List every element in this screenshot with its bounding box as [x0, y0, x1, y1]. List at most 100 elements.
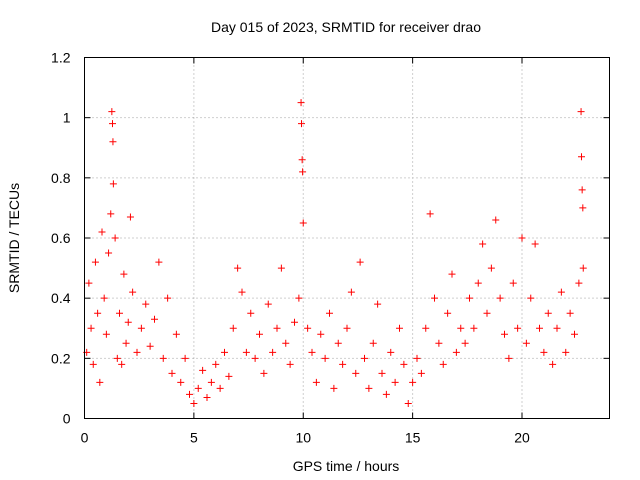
data-point [159, 354, 167, 362]
y-tick-label: 0.8 [51, 170, 71, 186]
data-point [579, 204, 587, 212]
data-point [531, 240, 539, 248]
data-point [514, 324, 522, 332]
data-point [91, 258, 99, 266]
data-point [107, 210, 115, 218]
data-point [326, 309, 333, 317]
data-point [251, 354, 259, 362]
grid-layer [84, 57, 610, 419]
data-point [308, 348, 316, 356]
data-point [317, 330, 325, 338]
data-point [378, 369, 386, 377]
data-point [444, 309, 452, 317]
data-point [164, 294, 172, 302]
x-tick-label: 5 [190, 430, 198, 446]
data-point [89, 360, 97, 368]
data-point [374, 300, 382, 308]
data-point [286, 360, 294, 368]
data-point [212, 360, 220, 368]
data-point [396, 324, 403, 332]
data-point [291, 318, 298, 326]
y-tick-label: 0.2 [51, 350, 71, 366]
data-point [109, 120, 116, 128]
data-point [566, 309, 574, 317]
data-point [578, 186, 586, 194]
data-point [505, 354, 513, 362]
data-point [234, 264, 242, 272]
data-point [527, 294, 535, 302]
data-point [352, 369, 360, 377]
data-point [260, 369, 268, 377]
data-point [452, 348, 460, 356]
data-point [229, 324, 237, 332]
data-point [129, 288, 137, 296]
data-point [225, 372, 233, 380]
data-point [238, 288, 246, 296]
data-point [98, 228, 106, 236]
data-point [282, 339, 290, 347]
data-point [549, 360, 557, 368]
data-point [321, 354, 329, 362]
data-point [108, 108, 116, 116]
y-tick-label: 1 [63, 110, 71, 126]
data-point [168, 369, 176, 377]
data-point [343, 324, 351, 332]
data-point [113, 354, 121, 362]
data-point [221, 348, 228, 356]
data-point [277, 264, 285, 272]
data-point [299, 219, 307, 227]
data-point [553, 324, 561, 332]
data-point [579, 264, 587, 272]
chart-title: Day 015 of 2023, SRMTID for receiver dra… [211, 19, 481, 35]
data-point [409, 378, 417, 386]
data-point [400, 360, 408, 368]
data-point [133, 348, 141, 356]
x-tick-label: 20 [514, 430, 530, 446]
data-point [172, 330, 180, 338]
x-axis-label: GPS time / hours [293, 458, 400, 474]
data-point [181, 354, 189, 362]
data-point [273, 324, 281, 332]
data-point [298, 120, 305, 128]
data-point [116, 309, 123, 317]
data-point [122, 339, 130, 347]
data-point [387, 348, 395, 356]
data-point [151, 315, 158, 323]
data-point [142, 300, 150, 308]
data-point [256, 330, 263, 338]
data-point [483, 309, 491, 317]
data-point [190, 399, 198, 407]
y-tick-labels: 0 0.2 0.4 0.6 0.8 1 1.2 [51, 50, 71, 427]
data-point [312, 378, 320, 386]
data-point [247, 309, 255, 317]
data-point [413, 354, 421, 362]
data-point [137, 324, 145, 332]
y-tick-label: 0.6 [51, 230, 71, 246]
data-point [269, 348, 277, 356]
data-point [109, 138, 117, 146]
data-point [457, 324, 465, 332]
axis-ticks [84, 57, 610, 419]
data-point [578, 153, 585, 161]
data-point [339, 360, 347, 368]
data-point [347, 288, 355, 296]
data-point [207, 378, 215, 386]
data-point [120, 270, 128, 278]
data-point [487, 264, 495, 272]
data-point [194, 384, 202, 392]
x-tick-label: 15 [405, 430, 421, 446]
data-point [186, 390, 193, 398]
data-point [297, 99, 305, 107]
data-point [544, 309, 552, 317]
data-point [146, 342, 154, 350]
data-point [298, 156, 306, 164]
data-point [299, 168, 307, 176]
data-point [577, 108, 585, 116]
data-point [391, 378, 399, 386]
data-point [369, 339, 377, 347]
data-point [100, 294, 108, 302]
x-tick-label: 0 [81, 430, 89, 446]
data-point [94, 309, 102, 317]
data-point [295, 294, 303, 302]
